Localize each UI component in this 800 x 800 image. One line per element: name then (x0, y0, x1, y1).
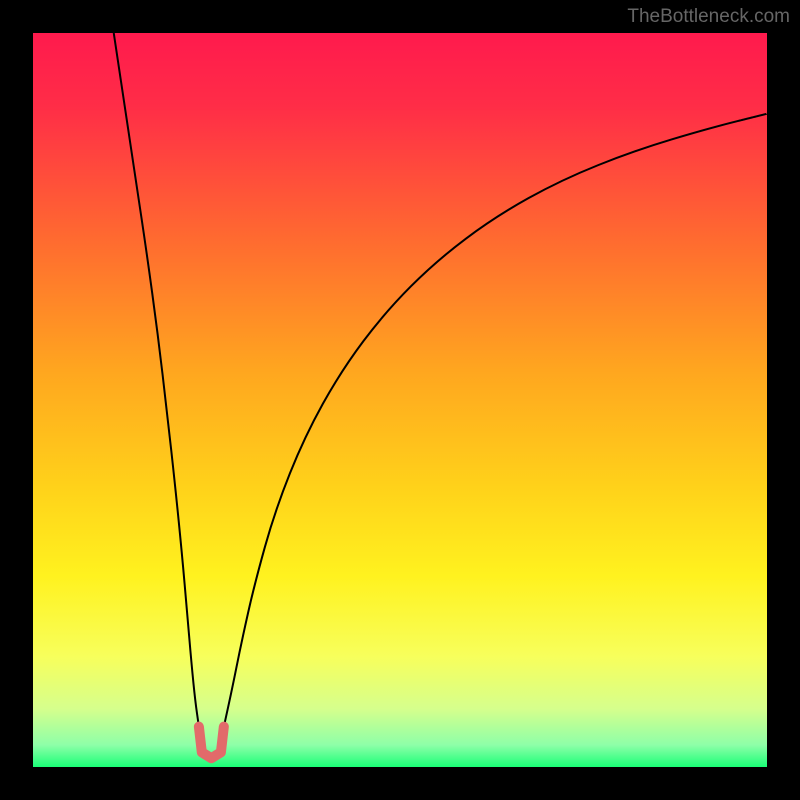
watermark-text: TheBottleneck.com (627, 6, 790, 28)
chart-svg (33, 33, 767, 767)
plot-area (33, 33, 767, 767)
